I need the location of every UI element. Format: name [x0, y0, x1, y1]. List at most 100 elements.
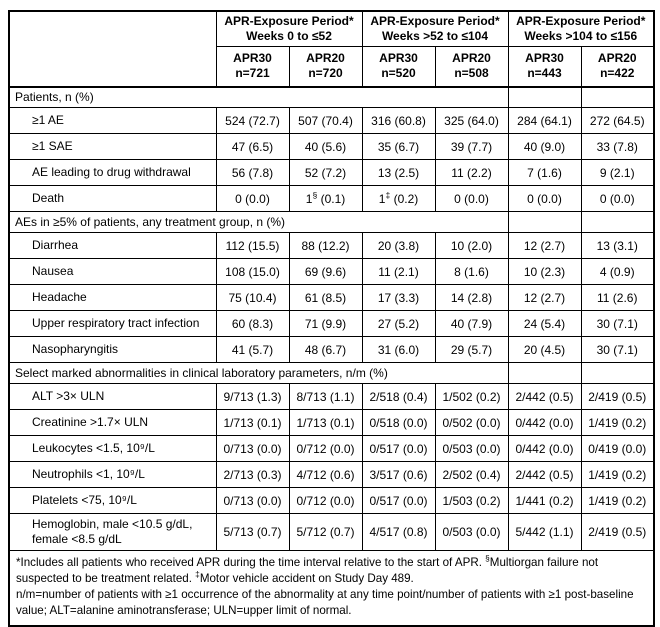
data-cell: 0/503 (0.0) [434, 513, 509, 551]
data-cell: 2/442 (0.5) [507, 461, 582, 488]
data-cell: 14 (2.8) [434, 284, 509, 311]
data-cell: 1‡ (0.2) [361, 185, 436, 212]
empty-cell [507, 362, 582, 384]
header-group-row: APR-Exposure Period* Weeks 0 to ≤52 APR-… [8, 10, 655, 88]
data-cell: 27 (5.2) [361, 310, 436, 337]
footnote-definitions: *Includes all patients who received APR … [16, 553, 599, 585]
data-cell: 13 (3.1) [580, 232, 655, 259]
empty-cell [507, 86, 582, 108]
data-cell: 1/419 (0.2) [580, 487, 655, 514]
data-cell: 35 (6.7) [361, 133, 436, 160]
data-cell: 2/419 (0.5) [580, 383, 655, 410]
data-cell: 1/503 (0.2) [434, 487, 509, 514]
data-cell: 61 (8.5) [288, 284, 363, 311]
section-header-row-lab-abnormalities: Select marked abnormalities in clinical … [8, 362, 655, 384]
row-label: Headache [8, 284, 217, 311]
table-row-diarrhea: Diarrhea 112 (15.5) 88 (12.2) 20 (3.8) 1… [8, 232, 655, 259]
empty-cell [507, 211, 582, 233]
header-subrow: APR30 n=721 APR20 n=720 APR30 n=520 APR2… [9, 46, 655, 88]
data-cell: 0 (0.0) [434, 185, 509, 212]
data-cell: 40 (9.0) [507, 133, 582, 160]
table-row-neutrophils: Neutrophils <1, 10⁹/L 2/713 (0.3) 4/712 … [8, 461, 655, 488]
data-cell: 10 (2.0) [434, 232, 509, 259]
ae-summary-table: APR-Exposure Period* Weeks 0 to ≤52 APR-… [8, 10, 655, 627]
data-cell: 112 (15.5) [215, 232, 290, 259]
column-group-subtitle: Weeks >104 to ≤156 [524, 29, 638, 43]
data-cell: 0/442 (0.0) [507, 409, 582, 436]
row-label: Diarrhea [8, 232, 217, 259]
data-cell: 3/517 (0.6) [361, 461, 436, 488]
data-cell: 0/419 (0.0) [580, 435, 655, 462]
row-label: Hemoglobin, male <10.5 g/dL, female <8.5… [8, 513, 217, 551]
data-cell: 12 (2.7) [507, 232, 582, 259]
empty-cell [580, 86, 655, 108]
data-cell: 13 (2.5) [361, 159, 436, 186]
table-row-death: Death 0 (0.0) 1§ (0.1) 1‡ (0.2) 0 (0.0) … [8, 185, 655, 212]
data-cell: 0 (0.0) [507, 185, 582, 212]
data-cell: 33 (7.8) [580, 133, 655, 160]
data-cell: 30 (7.1) [580, 336, 655, 363]
data-cell: 11 (2.1) [361, 258, 436, 285]
row-label: ≥1 SAE [8, 133, 217, 160]
data-cell: 11 (2.6) [580, 284, 655, 311]
column-group-title: APR-Exposure Period* [370, 14, 500, 28]
data-cell: 1/713 (0.1) [215, 409, 290, 436]
data-cell: 0/503 (0.0) [434, 435, 509, 462]
table-row-headache: Headache 75 (10.4) 61 (8.5) 17 (3.3) 14 … [8, 284, 655, 311]
table-row-ae: ≥1 AE 524 (72.7) 507 (70.4) 316 (60.8) 3… [8, 107, 655, 134]
data-cell: 8 (1.6) [434, 258, 509, 285]
data-cell: 108 (15.0) [215, 258, 290, 285]
data-cell: 47 (6.5) [215, 133, 290, 160]
data-cell: 4/517 (0.8) [361, 513, 436, 551]
data-cell: 325 (64.0) [434, 107, 509, 134]
column-header-apr20-2: APR20 n=508 [434, 46, 509, 88]
data-cell: 7 (1.6) [507, 159, 582, 186]
column-group-1: APR-Exposure Period* Weeks 0 to ≤52 [215, 10, 363, 47]
column-header-apr30-1: APR30 n=721 [215, 46, 290, 88]
table-row-hemoglobin: Hemoglobin, male <10.5 g/dL, female <8.5… [8, 513, 655, 551]
data-cell: 316 (60.8) [361, 107, 436, 134]
row-label: Neutrophils <1, 10⁹/L [8, 461, 217, 488]
data-cell: 507 (70.4) [288, 107, 363, 134]
row-label: Creatinine >1.7× ULN [8, 409, 217, 436]
data-cell: 0 (0.0) [215, 185, 290, 212]
row-label: Nausea [8, 258, 217, 285]
data-cell: 56 (7.8) [215, 159, 290, 186]
data-cell: 17 (3.3) [361, 284, 436, 311]
data-cell: 4/712 (0.6) [288, 461, 363, 488]
empty-cell [580, 211, 655, 233]
table-row-platelets: Platelets <75, 10⁹/L 0/713 (0.0) 0/712 (… [8, 487, 655, 514]
table-row-alt: ALT >3× ULN 9/713 (1.3) 8/713 (1.1) 2/51… [8, 383, 655, 410]
ae-summary-table-container: APR-Exposure Period* Weeks 0 to ≤52 APR-… [8, 10, 655, 627]
data-cell: 0/517 (0.0) [361, 487, 436, 514]
section-title: Select marked abnormalities in clinical … [8, 362, 509, 384]
column-group-3: APR-Exposure Period* Weeks >104 to ≤156 [507, 10, 655, 47]
column-group-2: APR-Exposure Period* Weeks >52 to ≤104 [361, 10, 509, 47]
data-cell: 40 (7.9) [434, 310, 509, 337]
data-cell: 11 (2.2) [434, 159, 509, 186]
data-cell: 0/713 (0.0) [215, 435, 290, 462]
column-group-title: APR-Exposure Period* [224, 14, 354, 28]
table-row-creatinine: Creatinine >1.7× ULN 1/713 (0.1) 1/713 (… [8, 409, 655, 436]
section-header-row-patients: Patients, n (%) [8, 86, 655, 108]
data-cell: 69 (9.6) [288, 258, 363, 285]
data-cell: 12 (2.7) [507, 284, 582, 311]
footnote-cell: *Includes all patients who received APR … [8, 549, 655, 627]
footnote-abbreviations: n/m=number of patients with ≥1 occurrenc… [16, 587, 634, 617]
data-cell: 48 (6.7) [288, 336, 363, 363]
data-cell: 1§ (0.1) [288, 185, 363, 212]
data-cell: 24 (5.4) [507, 310, 582, 337]
data-cell: 2/518 (0.4) [361, 383, 436, 410]
data-cell: 20 (4.5) [507, 336, 582, 363]
data-cell: 4 (0.9) [580, 258, 655, 285]
data-cell: 0/713 (0.0) [215, 487, 290, 514]
column-header-apr20-3: APR20 n=422 [580, 46, 655, 88]
data-cell: 71 (9.9) [288, 310, 363, 337]
column-group-subtitle: Weeks >52 to ≤104 [381, 29, 489, 43]
data-cell: 10 (2.3) [507, 258, 582, 285]
row-label: ≥1 AE [8, 107, 217, 134]
data-cell: 39 (7.7) [434, 133, 509, 160]
data-cell: 1/419 (0.2) [580, 461, 655, 488]
data-cell: 1/419 (0.2) [580, 409, 655, 436]
column-group-subtitle: Weeks 0 to ≤52 [246, 29, 332, 43]
